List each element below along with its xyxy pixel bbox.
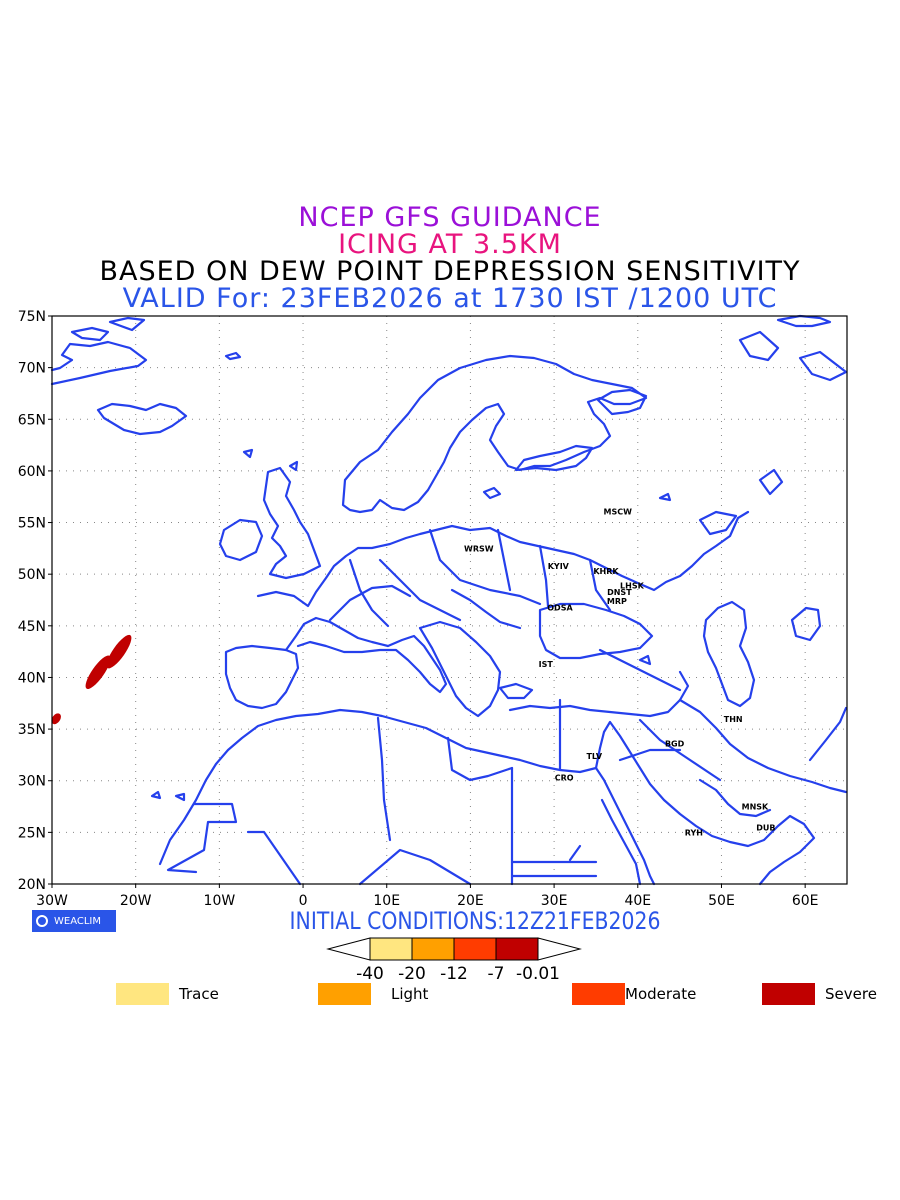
lat-tick-label: 35N [18, 722, 46, 738]
colorbar-tick-label: -7 [488, 964, 505, 984]
city-label: ODSA [547, 603, 573, 612]
city-label: THN [724, 715, 743, 724]
city-label: MSCW [603, 507, 632, 516]
weaclim-logo: WEACLIM [32, 910, 116, 932]
icing-area-severe [106, 634, 132, 669]
initial-conditions: INITIAL CONDITIONS:12Z21FEB2026 [289, 907, 661, 935]
icing-map: 30W 20W 10W 0 10E 20E 30E 40E 50E 60E 20N 25N 30N 35… [18, 309, 848, 905]
legend-label-moderate: Moderate [625, 985, 697, 1003]
legend-swatch-trace [116, 983, 169, 1005]
legend-label-trace: Trace [179, 985, 219, 1003]
city-label: IST [539, 660, 554, 669]
lat-tick-label: 65N [18, 412, 46, 428]
city-label: RYH [685, 828, 703, 837]
legend-item-trace: Trace [116, 983, 219, 1005]
lon-tick-label: 50E [708, 893, 735, 905]
lon-tick-label: 30W [36, 893, 68, 905]
legend-item-severe: Severe [762, 983, 877, 1005]
colorbar-box [411, 937, 455, 961]
lat-tick-label: 75N [18, 309, 46, 325]
map-frame [51, 315, 848, 885]
lon-tick-label: 0 [299, 893, 308, 905]
lat-tick-label: 20N [18, 877, 46, 893]
city-label: WRSW [464, 544, 494, 553]
legend-swatch-severe [762, 983, 815, 1005]
colorbar-box [495, 937, 539, 961]
lon-tick-label: 30E [541, 893, 568, 905]
title-line-3: BASED ON DEW POINT DEPRESSION SENSITIVIT… [99, 256, 801, 287]
lat-tick-label: 55N [18, 516, 46, 532]
latitude-axis: 20N 25N 30N 35N 40N 45N 50N 55N 60N 65N 70N 75N [18, 309, 52, 893]
legend-swatch-light [318, 983, 371, 1005]
valid-time-line: VALID For: 23FEB2026 at 1730 IST /1200 U… [122, 283, 778, 314]
city-label: TLV [586, 752, 602, 761]
colorbar-labels: -40 -20 -12 -7 -0.01 [356, 964, 560, 984]
colorbar-box [453, 937, 497, 961]
legend-label-severe: Severe [825, 985, 877, 1003]
city-label: DUB [756, 823, 775, 832]
colorbar-tick-label: -40 [356, 964, 384, 984]
icing-area-severe [51, 713, 61, 725]
lat-tick-label: 40N [18, 670, 46, 686]
legend-label-light: Light [391, 985, 429, 1003]
colorbar-right-arrow [537, 937, 582, 961]
colorbar-left-arrow [326, 937, 371, 961]
lat-tick-label: 25N [18, 825, 46, 841]
lon-tick-label: 40E [624, 893, 651, 905]
logo-ring-icon [36, 915, 48, 927]
lat-tick-label: 50N [18, 567, 46, 583]
lon-tick-label: 20E [457, 893, 484, 905]
lon-tick-label: 10E [373, 893, 400, 905]
lat-tick-label: 70N [18, 361, 46, 377]
lat-tick-label: 45N [18, 619, 46, 635]
logo-text: WEACLIM [54, 915, 102, 927]
colorbar-boxes [326, 937, 582, 961]
lon-tick-label: 10W [204, 893, 236, 905]
legend-item-moderate: Moderate [572, 983, 696, 1005]
title-line-2: ICING AT 3.5KM [338, 229, 562, 260]
title-line-1: NCEP GFS GUIDANCE [298, 202, 602, 233]
lat-tick-label: 30N [18, 774, 46, 790]
colorbar-box [369, 937, 413, 961]
city-label: LHSK [620, 582, 645, 591]
lon-tick-label: 60E [792, 893, 819, 905]
city-label: MNSK [742, 803, 769, 812]
colorbar: -40 -20 -12 -7 -0.01 [326, 937, 582, 984]
city-label: MRP [607, 597, 627, 606]
city-label: KHRK [593, 567, 619, 576]
icing-area-severe [85, 655, 111, 690]
legend-item-light: Light [318, 983, 428, 1005]
city-label: CRO [555, 774, 574, 783]
coastlines-and-borders [50, 314, 848, 886]
lon-tick-label: 20W [120, 893, 152, 905]
colorbar-tick-label: -20 [398, 964, 426, 984]
lat-tick-label: 60N [18, 464, 46, 480]
city-label: KYIV [548, 562, 570, 571]
city-label: BGD [665, 740, 685, 749]
colorbar-tick-label: -0.01 [516, 964, 560, 984]
icing-areas [51, 634, 132, 725]
city-label: DNST [607, 588, 632, 597]
longitude-axis: 30W 20W 10W 0 10E 20E 30E 40E 50E 60E [36, 884, 818, 905]
map-gridlines [52, 316, 847, 884]
legend-swatch-moderate [572, 983, 625, 1005]
colorbar-tick-label: -12 [440, 964, 468, 984]
